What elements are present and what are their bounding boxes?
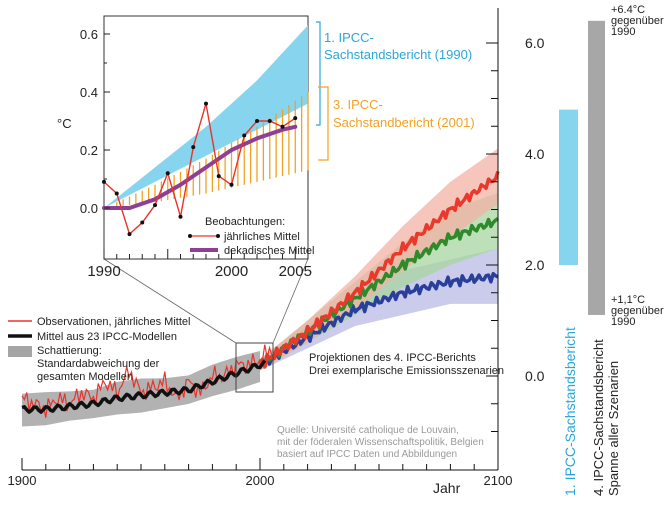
bar-annotation-top: +6.4°C gegenüber 1990 [611, 4, 664, 38]
inset-annual-point [242, 133, 247, 138]
x-axis-label: Jahr [433, 480, 461, 496]
y-tick-label: 2.0 [525, 257, 545, 273]
inset-ipcc1-label-line: 1. IPCC- [324, 30, 374, 45]
inset-annual-point [165, 171, 170, 176]
bar-annotation-top-line: 1990 [611, 26, 635, 38]
ipcc4-bar-label: 4. IPCC-SachstandsberichtSpanne aller Sz… [591, 339, 621, 496]
inset-annual-point [140, 220, 145, 225]
legend-shade-label: Schattierung: Standardabweichung der gesam… [37, 345, 160, 383]
projection-label-line: Projektionen des 4. IPCC-Berichts [309, 352, 476, 364]
inset-y-axis-label: °C [57, 116, 72, 131]
inset-annual-point [191, 145, 196, 150]
bar-annotation-bottom: +1,1°C gegenüber 1990 [611, 294, 664, 328]
y-tick-label: 6.0 [525, 35, 545, 51]
projection-line [259, 271, 499, 368]
inset-y-tick-label: 0.2 [80, 143, 98, 158]
ipcc4-bar-label-line: Spanne aller Szenarien [606, 361, 621, 496]
source-note-line: Quelle: Université catholique de Louvain… [277, 425, 459, 436]
x-tick-label: 1900 [8, 473, 37, 488]
bar-annotation-bottom-line: +1,1°C [611, 294, 645, 306]
inset-ipcc3-label: 3. IPCC- Sachstandbericht (2001) [333, 97, 475, 130]
model-spread-band [22, 350, 260, 427]
zoom-connector [272, 258, 309, 344]
inset-annual-point [127, 232, 132, 237]
inset-x-tick-label: 2005 [279, 263, 312, 280]
inset-y-tick-label: 0.6 [80, 27, 98, 42]
inset-annual-point [102, 179, 106, 184]
bar-annotation-top-line: gegenüber [611, 15, 664, 27]
inset-legend-decadal-label: dekadisches Mittel [224, 245, 315, 257]
inset-annual-point [280, 124, 285, 129]
model-mean-line [21, 359, 267, 414]
legend-obs-label: Observationen, jährliches Mittel [37, 316, 190, 328]
projection-band [260, 148, 498, 371]
legend-shade-swatch [8, 346, 32, 357]
zoom-connector [103, 258, 237, 344]
projection-line [258, 170, 500, 369]
inset-x-tick-label: 1990 [87, 263, 120, 280]
bar-annotation-top-line: +6.4°C [611, 4, 645, 16]
projection-band [260, 248, 498, 371]
inset-annual-point [153, 203, 157, 208]
inset-legend-annual-dot [216, 234, 220, 238]
legend-model-label: Mittel aus 23 IPCC-Modellen [37, 331, 177, 343]
ipcc4-range-bar [588, 20, 605, 315]
inset-annual-point [255, 119, 259, 123]
bar-annotation-bottom-line: gegenüber [611, 305, 664, 317]
inset-ipcc1-label: 1. IPCC- Sachstandsbericht (1990) [324, 30, 472, 62]
inset-annual-point [114, 191, 119, 196]
zoom-box [235, 342, 274, 393]
inset-ipcc1-range [104, 25, 308, 208]
source-note: Quelle: Université catholique de Louvain… [277, 425, 484, 460]
projection-label-line: Drei exemplarische Emissionsszenarien [309, 365, 504, 377]
source-note-line: mit der föderalen Wissenschaftspolitik, … [277, 437, 484, 448]
projection-label: Projektionen des 4. IPCC-Berichts Drei ex… [309, 352, 504, 377]
ipcc3-bracket [318, 86, 329, 161]
inset-ipcc3-label-line: Sachstandbericht (2001) [333, 115, 475, 130]
legend-shade-label-line: Standardabweichung der [37, 358, 160, 370]
observation-line [21, 344, 273, 418]
inset-legend-annual-label: jährliches Mittel [223, 231, 300, 243]
source-note-line: basiert auf IPCC Daten und Abbildungen [277, 449, 457, 460]
legend-shade-label-line: Schattierung: [37, 345, 102, 357]
inset-annual-point [293, 116, 298, 121]
inset-ipcc3-label-line: 3. IPCC- [333, 97, 383, 112]
inset-annual-point [178, 214, 183, 219]
ipcc1-bracket [316, 21, 321, 126]
inset-annual-point [204, 101, 208, 106]
ipcc1-bar-label: 1. IPCC-Sachstandsbericht [562, 327, 578, 496]
inset-y-tick-label: 0.4 [80, 85, 98, 100]
x-tick-label: 2100 [484, 473, 513, 488]
inset-annual-line [103, 103, 296, 236]
ipcc1-range-bar [559, 109, 578, 265]
inset-ipcc1-label-line: Sachstandsbericht (1990) [324, 47, 472, 62]
bar-annotation-bottom-line: 1990 [611, 316, 635, 328]
inset-annual-point [216, 174, 221, 179]
y-tick-label: 4.0 [525, 146, 545, 162]
inset-annual-point [229, 182, 234, 187]
x-tick-label: 2000 [246, 473, 275, 488]
y-tick-label: 0.0 [525, 368, 545, 384]
inset-y-tick-label: 0.0 [80, 201, 98, 216]
inset-decadal-mean-line [102, 124, 298, 210]
inset-x-tick-label: 2000 [215, 263, 248, 280]
inset-legend-title: Beobachtungen: [205, 216, 285, 228]
inset-annual-point [267, 119, 272, 123]
ipcc4-bar-label-line: 4. IPCC-Sachstandsbericht [591, 339, 606, 496]
legend-shade-label-line: gesamten Modellen [37, 371, 133, 383]
inset-legend-annual-dot [188, 234, 192, 238]
